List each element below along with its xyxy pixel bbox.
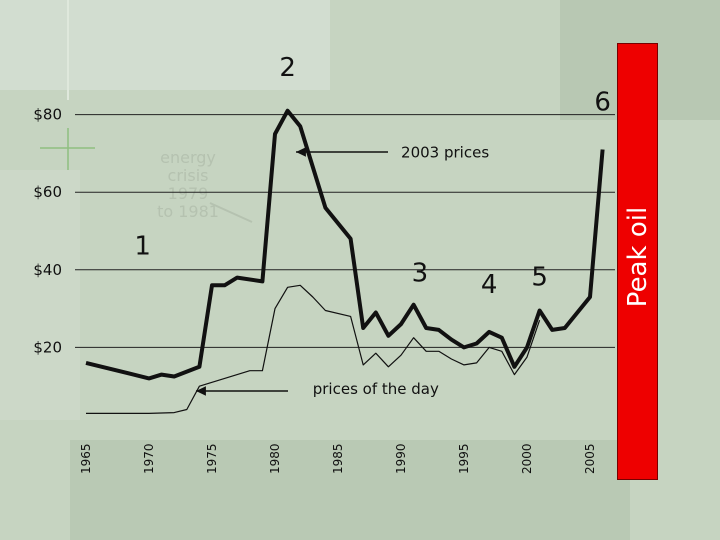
event-label-1: 1 [134, 231, 151, 261]
x-tick-label: 1985 [331, 443, 345, 474]
x-tick-label: 1975 [205, 443, 219, 474]
background-panel [0, 170, 80, 420]
event-label-6: 6 [594, 88, 611, 118]
series-line [85, 108, 605, 381]
ghost-text: to 1981 [157, 202, 219, 221]
x-tick-label: 2000 [520, 443, 534, 474]
ghost-arrow [209, 202, 253, 223]
background-panel [70, 440, 630, 540]
series-label-prices-of-the-day: prices of the day [313, 380, 439, 398]
background-panel [0, 0, 330, 90]
x-tick-label: 1990 [394, 443, 408, 474]
x-tick-label: 1970 [142, 443, 156, 474]
event-label-3: 3 [412, 258, 429, 288]
series-label-2003-prices: 2003 prices [401, 143, 489, 161]
ghost-text: 1979 [168, 184, 209, 203]
x-tick-label: 1965 [79, 443, 93, 474]
y-tick-label: $40 [33, 261, 62, 279]
y-tick-label: $20 [33, 338, 62, 356]
y-tick-label: $60 [33, 183, 62, 201]
event-label-5: 5 [531, 262, 548, 292]
series-line [86, 284, 541, 414]
x-tick-label: 1995 [457, 443, 471, 474]
peak-oil-panel [617, 43, 658, 480]
peak-oil-label: Peak oil [623, 206, 653, 308]
x-tick-label: 2005 [583, 443, 597, 474]
x-tick-label: 1980 [268, 443, 282, 474]
y-tick-label: $80 [33, 106, 62, 124]
arrow-2003-prices-head [296, 147, 306, 157]
ghost-text: crisis [168, 166, 209, 185]
event-label-2: 2 [279, 53, 296, 83]
event-label-4: 4 [481, 270, 498, 300]
arrow-prices-of-the-day-head [196, 386, 206, 396]
ghost-text: energy [160, 148, 216, 167]
